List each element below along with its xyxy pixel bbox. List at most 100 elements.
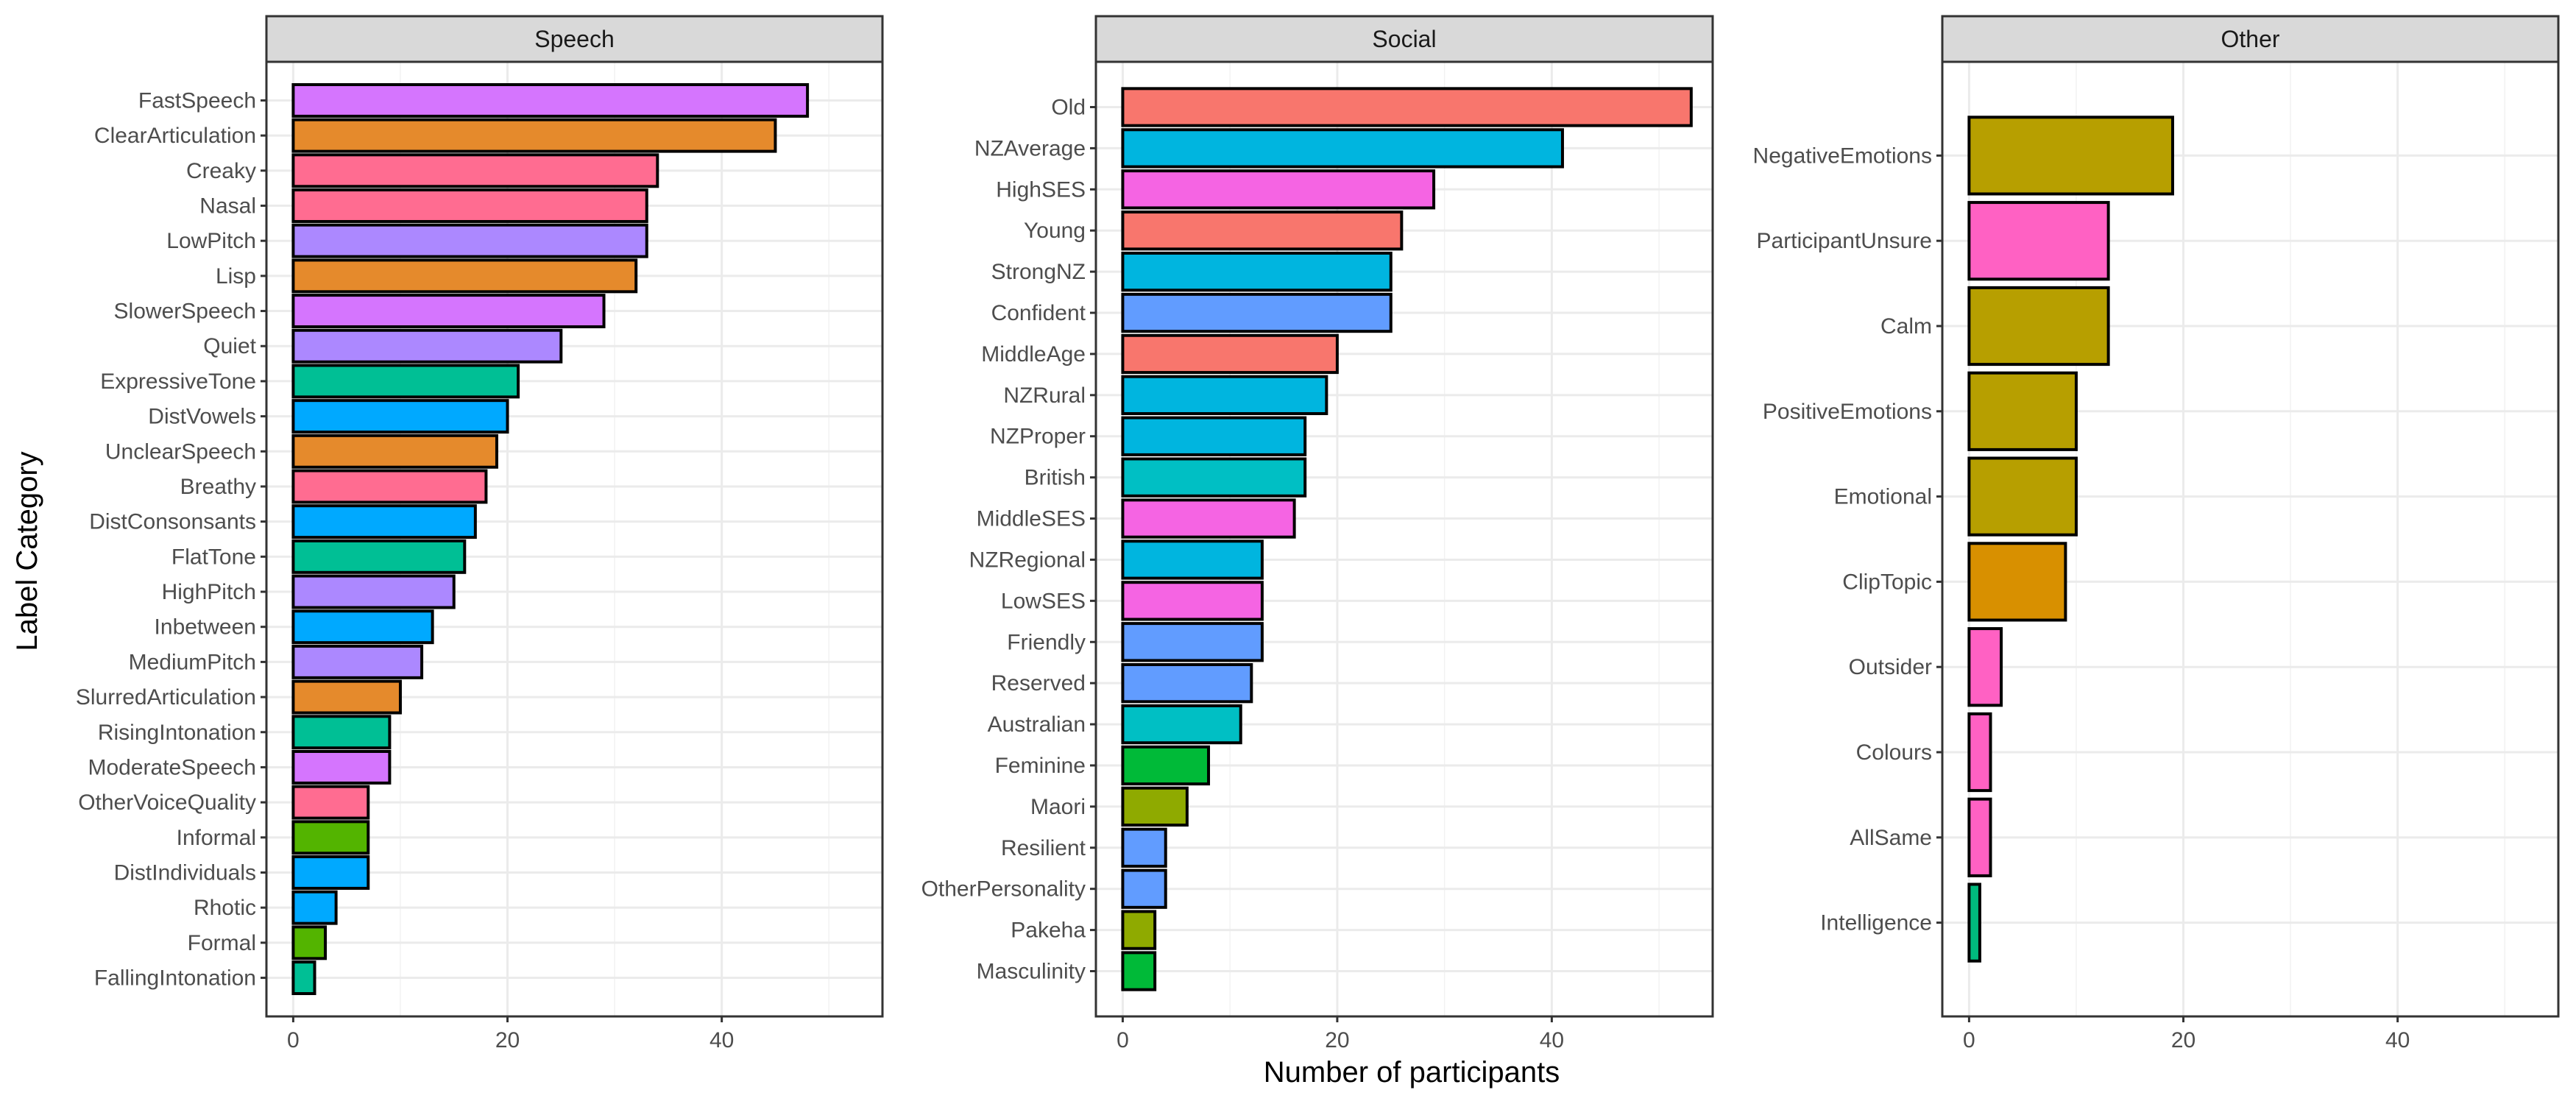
category-label-friendly: Friendly bbox=[1007, 630, 1086, 654]
category-label-negativeemotions: NegativeEmotions bbox=[1753, 144, 1932, 168]
x-axis-title: Number of participants bbox=[1264, 1056, 1560, 1089]
category-label-nasal: Nasal bbox=[199, 194, 256, 219]
x-tick-label: 0 bbox=[287, 1028, 300, 1052]
bar-feminine bbox=[1121, 745, 1211, 786]
x-tick-label: 40 bbox=[1540, 1028, 1564, 1052]
bar-resilient bbox=[1121, 827, 1167, 868]
bar-allsame bbox=[1967, 797, 1992, 877]
bar-othervoicequality bbox=[291, 785, 370, 820]
category-label-unclearspeech: UnclearSpeech bbox=[105, 439, 256, 464]
bar-british bbox=[1121, 457, 1307, 498]
bar-lisp bbox=[291, 258, 638, 294]
category-label-australian: Australian bbox=[988, 712, 1086, 737]
bar-australian bbox=[1121, 704, 1242, 745]
category-label-rhotic: Rhotic bbox=[194, 896, 256, 920]
bar-nzaverage bbox=[1121, 128, 1564, 169]
bar-cliptopic bbox=[1967, 542, 2067, 622]
x-tick-label: 40 bbox=[710, 1028, 734, 1052]
bar-mediumpitch bbox=[291, 644, 424, 679]
bar-colours bbox=[1967, 712, 1992, 793]
category-label-emotional: Emotional bbox=[1834, 485, 1932, 509]
category-label-mediumpitch: MediumPitch bbox=[129, 650, 256, 674]
category-label-reserved: Reserved bbox=[991, 671, 1086, 696]
bar-slurredarticulation bbox=[291, 679, 402, 715]
category-label-positiveemotions: PositiveEmotions bbox=[1763, 400, 1932, 424]
panel-title-speech: Speech bbox=[534, 26, 615, 52]
category-label-expressivetone: ExpressiveTone bbox=[100, 369, 256, 394]
bar-lowpitch bbox=[291, 223, 648, 258]
bar-otherpersonality bbox=[1121, 868, 1167, 909]
panel-social: Old NZAverage HighSES Young StrongNZ Confiden… bbox=[921, 15, 1714, 1052]
category-label-confident: Confident bbox=[991, 301, 1086, 325]
category-label-allsame: AllSame bbox=[1850, 826, 1932, 850]
bar-old bbox=[1121, 87, 1693, 127]
category-label-nzrural: NZRural bbox=[1003, 383, 1086, 408]
bar-rhotic bbox=[291, 890, 338, 925]
category-label-othervoicequality: OtherVoiceQuality bbox=[78, 790, 256, 815]
category-label-slowerspeech: SlowerSpeech bbox=[114, 300, 256, 324]
category-label-nzproper: NZProper bbox=[990, 425, 1086, 449]
bar-middleage bbox=[1121, 333, 1339, 375]
category-label-calm: Calm bbox=[1880, 314, 1932, 339]
category-label-flattone: FlatTone bbox=[171, 545, 256, 569]
category-label-fastspeech: FastSpeech bbox=[138, 88, 256, 113]
bar-highpitch bbox=[291, 574, 456, 609]
strip-header bbox=[265, 15, 884, 63]
category-label-middleage: MiddleAge bbox=[981, 342, 1086, 367]
bar-flattone bbox=[291, 539, 467, 574]
category-label-distconsonsants: DistConsonsants bbox=[89, 510, 256, 534]
category-label-lisp: Lisp bbox=[216, 264, 256, 289]
bar-pakeha bbox=[1121, 910, 1157, 950]
bar-intelligence bbox=[1967, 882, 1981, 963]
bar-slowerspeech bbox=[291, 294, 606, 329]
category-label-maori: Maori bbox=[1030, 795, 1086, 819]
category-label-participantunsure: ParticipantUnsure bbox=[1757, 229, 1932, 253]
strip-header bbox=[1941, 15, 2560, 63]
bar-nzrural bbox=[1121, 375, 1328, 415]
category-label-slurredarticulation: SlurredArticulation bbox=[76, 685, 256, 710]
bar-friendly bbox=[1121, 622, 1264, 662]
bar-lowses bbox=[1121, 581, 1264, 621]
bar-confident bbox=[1121, 292, 1393, 333]
bar-distvowels bbox=[291, 399, 509, 434]
category-label-strongnz: StrongNZ bbox=[991, 260, 1086, 284]
bar-young bbox=[1121, 210, 1404, 251]
category-label-nzaverage: NZAverage bbox=[974, 136, 1086, 160]
bar-masculinity bbox=[1121, 951, 1157, 991]
category-label-pakeha: Pakeha bbox=[1011, 919, 1086, 943]
bar-negativeemotions bbox=[1967, 116, 2174, 196]
category-label-colours: Colours bbox=[1856, 740, 1932, 765]
category-label-young: Young bbox=[1024, 219, 1086, 243]
category-label-otherpersonality: OtherPersonality bbox=[921, 877, 1086, 902]
category-label-distvowels: DistVowels bbox=[148, 405, 256, 429]
bar-inbetween bbox=[291, 609, 434, 645]
category-label-risingintonation: RisingIntonation bbox=[98, 721, 256, 745]
bar-calm bbox=[1967, 286, 2110, 367]
bar-fallingintonation bbox=[291, 960, 316, 996]
category-label-highses: HighSES bbox=[996, 177, 1086, 202]
bar-fastspeech bbox=[291, 82, 810, 118]
bar-distconsonsants bbox=[291, 504, 477, 539]
category-label-british: British bbox=[1025, 466, 1086, 490]
bar-moderatespeech bbox=[291, 749, 392, 785]
category-label-informal: Informal bbox=[177, 826, 256, 850]
category-label-fallingintonation: FallingIntonation bbox=[94, 966, 256, 991]
bar-creaky bbox=[291, 153, 659, 188]
category-label-moderatespeech: ModerateSpeech bbox=[88, 755, 257, 779]
category-label-lowses: LowSES bbox=[1001, 589, 1086, 613]
x-tick-label: 20 bbox=[495, 1028, 520, 1052]
bar-nasal bbox=[291, 188, 648, 223]
bar-nzregional bbox=[1121, 539, 1264, 580]
panel-title-social: Social bbox=[1372, 26, 1436, 52]
bar-informal bbox=[291, 820, 370, 855]
bar-reserved bbox=[1121, 663, 1253, 704]
bar-unclearspeech bbox=[291, 434, 498, 469]
bar-participantunsure bbox=[1967, 201, 2110, 281]
y-axis-title: Label Category bbox=[11, 451, 43, 651]
x-tick-label: 0 bbox=[1117, 1028, 1129, 1052]
panel-speech: FastSpeech ClearArticulation Creaky Nasal Lo… bbox=[76, 15, 884, 1052]
bar-expressivetone bbox=[291, 364, 520, 399]
category-label-creaky: Creaky bbox=[186, 159, 256, 183]
panel-title-other: Other bbox=[2221, 26, 2279, 52]
category-label-formal: Formal bbox=[188, 931, 256, 955]
